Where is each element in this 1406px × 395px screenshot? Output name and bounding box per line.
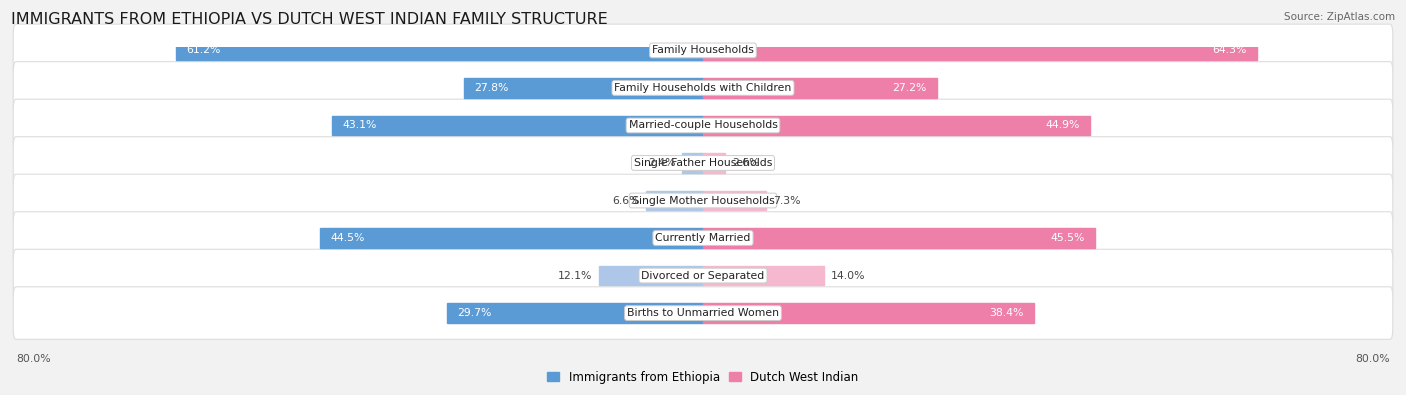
- Text: 61.2%: 61.2%: [186, 45, 221, 55]
- Text: 80.0%: 80.0%: [15, 354, 51, 364]
- Text: Married-couple Households: Married-couple Households: [628, 120, 778, 130]
- Text: Family Households with Children: Family Households with Children: [614, 83, 792, 93]
- Bar: [703, 116, 1090, 135]
- Bar: [703, 266, 824, 285]
- Text: 27.2%: 27.2%: [893, 83, 927, 93]
- Bar: [447, 303, 703, 323]
- Bar: [703, 41, 1257, 60]
- Text: Currently Married: Currently Married: [655, 233, 751, 243]
- Text: 12.1%: 12.1%: [558, 271, 592, 280]
- Bar: [703, 153, 725, 173]
- Text: 7.3%: 7.3%: [773, 196, 800, 205]
- Text: 80.0%: 80.0%: [1355, 354, 1391, 364]
- Bar: [319, 228, 703, 248]
- FancyBboxPatch shape: [13, 62, 1393, 114]
- Text: 6.6%: 6.6%: [612, 196, 640, 205]
- Text: Source: ZipAtlas.com: Source: ZipAtlas.com: [1284, 12, 1395, 22]
- FancyBboxPatch shape: [13, 212, 1393, 264]
- Text: Divorced or Separated: Divorced or Separated: [641, 271, 765, 280]
- Text: 45.5%: 45.5%: [1050, 233, 1084, 243]
- FancyBboxPatch shape: [13, 24, 1393, 77]
- Text: 44.9%: 44.9%: [1045, 120, 1080, 130]
- Bar: [682, 153, 703, 173]
- FancyBboxPatch shape: [13, 99, 1393, 152]
- Text: 64.3%: 64.3%: [1212, 45, 1246, 55]
- Legend: Immigrants from Ethiopia, Dutch West Indian: Immigrants from Ethiopia, Dutch West Ind…: [547, 371, 859, 384]
- Text: Births to Unmarried Women: Births to Unmarried Women: [627, 308, 779, 318]
- FancyBboxPatch shape: [13, 249, 1393, 302]
- Text: 2.6%: 2.6%: [733, 158, 759, 168]
- Bar: [703, 303, 1033, 323]
- Bar: [599, 266, 703, 285]
- Text: 27.8%: 27.8%: [474, 83, 509, 93]
- Text: 2.4%: 2.4%: [648, 158, 675, 168]
- Bar: [464, 78, 703, 98]
- Text: 14.0%: 14.0%: [831, 271, 865, 280]
- Bar: [176, 41, 703, 60]
- FancyBboxPatch shape: [13, 287, 1393, 339]
- Text: 29.7%: 29.7%: [457, 308, 492, 318]
- Text: Single Mother Households: Single Mother Households: [631, 196, 775, 205]
- Text: 38.4%: 38.4%: [988, 308, 1024, 318]
- Bar: [332, 116, 703, 135]
- Bar: [703, 191, 766, 210]
- Bar: [703, 78, 938, 98]
- Text: 44.5%: 44.5%: [330, 233, 364, 243]
- Text: IMMIGRANTS FROM ETHIOPIA VS DUTCH WEST INDIAN FAMILY STRUCTURE: IMMIGRANTS FROM ETHIOPIA VS DUTCH WEST I…: [11, 12, 607, 27]
- Bar: [703, 228, 1095, 248]
- Text: Single Father Households: Single Father Households: [634, 158, 772, 168]
- FancyBboxPatch shape: [13, 174, 1393, 227]
- Text: Family Households: Family Households: [652, 45, 754, 55]
- Text: 43.1%: 43.1%: [342, 120, 377, 130]
- FancyBboxPatch shape: [13, 137, 1393, 189]
- Bar: [647, 191, 703, 210]
